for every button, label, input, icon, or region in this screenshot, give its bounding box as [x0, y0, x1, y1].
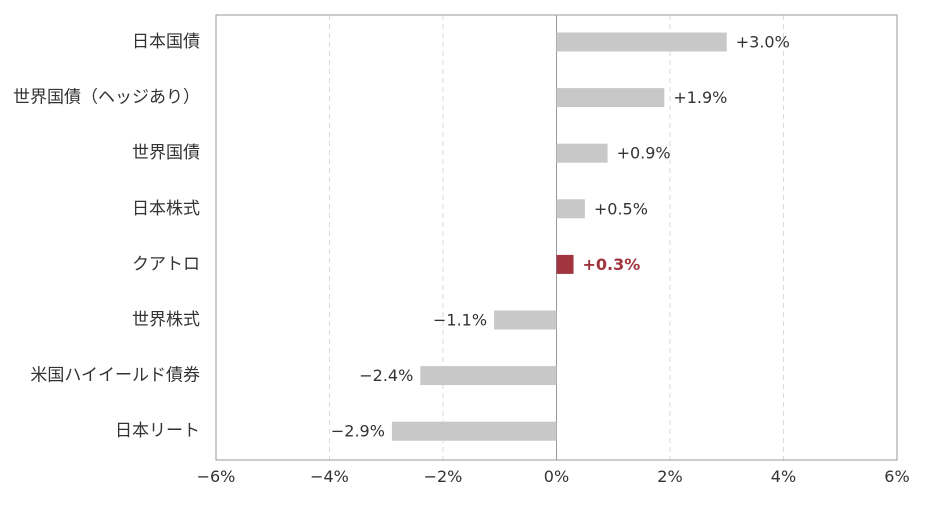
value-label-5: −1.1%: [433, 311, 487, 330]
bar-1: [556, 88, 665, 108]
bar-4: [556, 254, 574, 274]
value-label-1: +1.9%: [673, 88, 727, 107]
bar-5: [494, 310, 557, 330]
x-tick-label-4: 2%: [657, 467, 682, 486]
bar-3: [556, 199, 585, 219]
value-label-0: +3.0%: [736, 33, 790, 52]
bar-6: [420, 366, 557, 386]
category-label-1: 世界国債（ヘッジあり）: [13, 88, 200, 108]
bar-0: [556, 32, 727, 52]
value-label-7: −2.9%: [331, 422, 385, 441]
value-label-6: −2.4%: [359, 366, 413, 385]
category-label-2: 世界国債: [132, 143, 200, 163]
value-label-4: +0.3%: [583, 255, 641, 274]
x-tick-label-6: 6%: [884, 467, 909, 486]
category-label-7: 日本リート: [115, 421, 200, 441]
x-tick-label-3: 0%: [544, 467, 569, 486]
x-tick-label-2: −2%: [424, 467, 463, 486]
category-label-4: クアトロ: [132, 254, 200, 274]
category-label-5: 世界株式: [132, 310, 200, 330]
x-tick-label-5: 4%: [771, 467, 796, 486]
bar-2: [556, 143, 608, 163]
category-label-3: 日本株式: [132, 199, 200, 219]
value-label-3: +0.5%: [594, 199, 648, 218]
category-label-6: 米国ハイイールド債券: [30, 366, 200, 386]
value-label-2: +0.9%: [617, 144, 671, 163]
x-tick-label-0: −6%: [197, 467, 236, 486]
category-label-0: 日本国債: [132, 32, 200, 52]
x-tick-label-1: −4%: [310, 467, 349, 486]
bar-7: [391, 421, 557, 441]
